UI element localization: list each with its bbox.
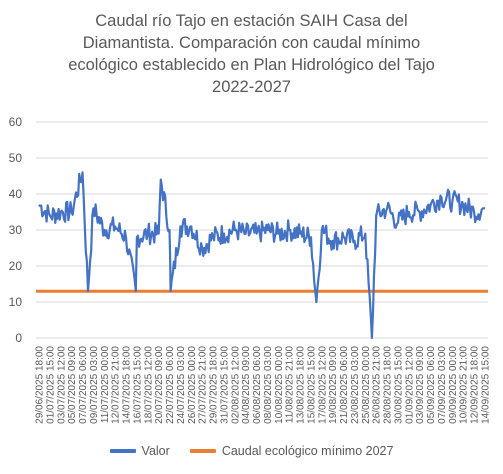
legend-item-caudal-ecologico: Caudal ecológico mínimo 2027 (189, 444, 394, 458)
x-tick-label: 09/09/2025 00:00 (448, 346, 459, 424)
legend-label-caudal-ecologico: Caudal ecológico mínimo 2027 (221, 444, 394, 458)
y-tick-label: 50 (9, 151, 23, 165)
x-tick-label: 11/08/2025 21:00 (285, 346, 296, 424)
y-tick-label: 20 (9, 259, 23, 273)
x-tick-label: 24/07/2025 03:00 (176, 346, 187, 424)
x-tick-label: 10/09/2025 21:00 (459, 346, 470, 424)
x-tick-label: 29/07/2025 18:00 (209, 346, 220, 424)
x-tick-label: 10/08/2025 00:00 (274, 346, 285, 424)
x-tick-label: 23/08/2025 03:00 (350, 346, 361, 424)
x-tick-label: 17/08/2025 12:00 (317, 346, 328, 424)
x-tick-label: 16/07/2025 15:00 (132, 346, 143, 424)
x-tick-label: 01/07/2025 15:00 (45, 346, 56, 424)
x-tick-label: 01/09/2025 12:00 (404, 346, 415, 424)
y-axis-tick-labels: 0 10 20 30 40 50 60 (9, 115, 23, 345)
x-tick-label: 29/06/2025 18:00 (35, 346, 46, 424)
y-tick-label: 30 (9, 223, 23, 237)
chart-title-line: Caudal río Tajo en estación SAIH Casa de… (95, 12, 408, 30)
chart-title-line: Diamantista. Comparación con caudal míni… (82, 34, 421, 52)
legend: Valor Caudal ecológico mínimo 2027 (0, 440, 503, 462)
x-tick-label: 08/08/2025 03:00 (263, 346, 274, 424)
x-tick-label: 05/09/2025 06:00 (426, 346, 437, 424)
x-tick-label: 11/07/2025 00:00 (100, 346, 111, 424)
x-tick-label: 21/08/2025 06:00 (339, 346, 350, 424)
x-tick-label: 14/07/2025 18:00 (122, 346, 133, 424)
x-tick-label: 28/08/2025 18:00 (383, 346, 394, 424)
x-tick-label: 26/08/2025 21:00 (372, 346, 383, 424)
y-tick-label: 40 (9, 187, 23, 201)
x-tick-label: 27/07/2025 21:00 (198, 346, 209, 424)
x-tick-label: 06/08/2025 06:00 (252, 346, 263, 424)
x-tick-label: 26/07/2025 00:00 (187, 346, 198, 424)
y-tick-label: 0 (15, 331, 22, 345)
x-tick-label: 30/08/2025 15:00 (393, 346, 404, 424)
x-axis-tick-labels: 29/06/2025 18:00 01/07/2025 15:00 03/07/20… (35, 346, 492, 424)
x-tick-label: 05/07/2025 09:00 (67, 346, 78, 424)
chart-title-line: ecológico establecido en Plan Hidrológic… (68, 56, 435, 74)
y-tick-label: 60 (9, 115, 23, 129)
x-tick-label: 03/09/2025 09:00 (415, 346, 426, 424)
series-group (36, 171, 488, 340)
x-tick-label: 12/09/2025 18:00 (470, 346, 481, 424)
x-tick-label: 18/07/2025 12:00 (143, 346, 154, 424)
x-tick-label: 03/07/2025 12:00 (56, 346, 67, 424)
x-tick-label: 19/08/2025 09:00 (328, 346, 339, 424)
legend-item-valor: Valor (109, 444, 170, 458)
series-line-valor (38, 171, 486, 340)
x-tick-label: 02/08/2025 12:00 (230, 346, 241, 424)
x-tick-label: 20/07/2025 09:00 (154, 346, 165, 424)
x-tick-label: 14/09/2025 15:00 (481, 346, 492, 424)
legend-label-valor: Valor (141, 444, 170, 458)
y-tick-label: 10 (9, 295, 23, 309)
x-tick-label: 07/07/2025 06:00 (78, 346, 89, 424)
x-tick-label: 07/09/2025 03:00 (437, 346, 448, 424)
x-tick-label: 12/07/2025 21:00 (111, 346, 122, 424)
legend-swatch-caudal-ecologico (189, 449, 216, 453)
x-tick-label: 04/08/2025 09:00 (241, 346, 252, 424)
x-tick-label: 09/07/2025 03:00 (89, 346, 100, 424)
chart-title-line: 2022-2027 (212, 78, 291, 96)
x-tick-label: 22/07/2025 06:00 (165, 346, 176, 424)
x-tick-label: 25/08/2025 00:00 (361, 346, 372, 424)
legend-swatch-valor (109, 449, 136, 453)
x-tick-label: 15/08/2025 15:00 (306, 346, 317, 424)
x-tick-label: 13/08/2025 18:00 (296, 346, 307, 424)
x-tick-label: 31/07/2025 15:00 (219, 346, 230, 424)
chart-title: Caudal río Tajo en estación SAIH Casa de… (0, 10, 503, 98)
